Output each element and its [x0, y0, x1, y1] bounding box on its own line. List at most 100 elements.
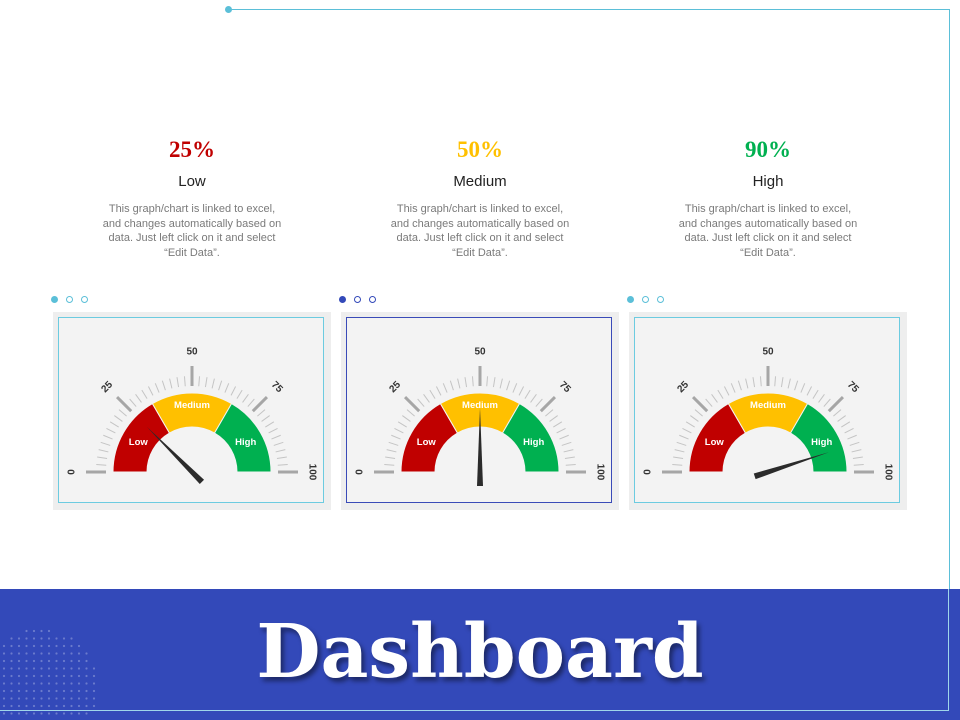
halftone-dot: [77, 674, 81, 678]
halftone-dot: [47, 704, 51, 708]
halftone-dot: [10, 712, 13, 715]
gauge-minor-tick: [561, 441, 572, 446]
halftone-dot: [77, 659, 81, 663]
gauge-minor-tick: [384, 463, 395, 466]
gauge-minor-tick: [730, 383, 736, 393]
pager-dot-empty: [657, 296, 664, 303]
gauge-minor-tick: [276, 456, 287, 460]
halftone-dot: [10, 667, 13, 670]
gauge-minor-tick: [752, 377, 756, 388]
gauge-minor-tick: [100, 441, 111, 446]
gauge-minor-tick: [417, 398, 425, 407]
pager-dot-empty: [642, 296, 649, 303]
banner-border: [0, 589, 949, 711]
halftone-dot: [25, 704, 28, 708]
gauge-minor-tick: [847, 434, 857, 440]
gauge-minor-tick: [812, 389, 819, 399]
pager-dots: [627, 296, 687, 306]
halftone-dot: [70, 689, 73, 693]
halftone-dot: [32, 667, 36, 670]
halftone-dot: [62, 697, 66, 700]
gauge-minor-tick: [852, 456, 863, 460]
halftone-dot: [10, 689, 13, 693]
gauge-minor-tick: [230, 386, 237, 396]
gauge-minor-tick: [98, 449, 109, 453]
gauge-minor-tick: [530, 394, 537, 403]
halftone-dot: [25, 667, 28, 670]
halftone-dot: [2, 652, 6, 655]
gauge-panel-medium[interactable]: Low Medium High 0 25 50 75 100: [341, 312, 619, 510]
halftone-dot: [70, 704, 73, 708]
halftone-dot: [17, 652, 21, 655]
gauge-minor-tick: [176, 377, 180, 388]
gauge-panel-low[interactable]: Low Medium High 0 25 50 75 100: [53, 312, 331, 510]
halftone-dot: [2, 674, 6, 678]
halftone-dot: [47, 689, 51, 693]
gauge-minor-tick: [385, 456, 396, 460]
halftone-dot: [2, 712, 6, 715]
halftone-dot: [25, 674, 28, 678]
halftone-dot: [85, 712, 88, 715]
gauge-band-label: Medium: [174, 400, 210, 411]
pager-dot-empty: [81, 296, 88, 303]
gauge-minor-tick: [224, 383, 230, 393]
gauge-minor-tick: [161, 380, 166, 391]
gauge-minor-tick: [268, 427, 278, 434]
gauge-minor-tick: [818, 394, 825, 403]
gauge-tick-label: 75: [845, 379, 861, 395]
pager-dot-filled: [627, 296, 634, 303]
gauge-minor-tick: [118, 409, 127, 417]
gauge-minor-tick: [435, 386, 442, 396]
halftone-dot: [47, 637, 51, 640]
gauge-minor-tick: [694, 409, 703, 417]
gauge-tick-label: 100: [882, 464, 893, 481]
halftone-dot: [62, 652, 66, 655]
gauge-panel-high[interactable]: Low Medium High 0 25 50 75 100: [629, 312, 907, 510]
gauge-minor-tick: [679, 434, 689, 440]
halftone-dot: [77, 689, 81, 693]
gauge-minor-tick: [563, 449, 574, 453]
halftone-dot: [25, 659, 28, 663]
halftone-dot: [62, 667, 66, 670]
gauge-summary-medium: 50% Medium This graph/chart is linked to…: [370, 136, 590, 260]
gauge-needle: [146, 426, 205, 485]
halftone-dot: [32, 674, 36, 678]
halftone-dot: [2, 697, 6, 700]
gauge-minor-tick: [682, 427, 692, 434]
halftone-dot: [85, 652, 88, 655]
pager-dots: [51, 296, 111, 306]
halftone-dot: [92, 674, 96, 678]
halftone-dot: [40, 667, 43, 670]
gauge-minor-tick: [745, 378, 749, 389]
gauge-major-tick: [827, 395, 845, 413]
gauge-band-label: Low: [705, 437, 725, 448]
halftone-dot: [25, 644, 28, 648]
gauge-minor-tick: [183, 376, 186, 387]
gauge-minor-tick: [218, 380, 223, 391]
halftone-decoration: [2, 629, 96, 715]
halftone-dot: [25, 697, 28, 700]
gauge-tick-label: 0: [643, 469, 654, 475]
halftone-dot: [40, 644, 43, 648]
gauge-minor-tick: [506, 380, 511, 391]
gauge-minor-tick: [204, 377, 208, 388]
gauge-tick-label: 25: [99, 379, 115, 395]
gauge-minor-tick: [524, 389, 531, 399]
gauge-minor-tick: [135, 394, 142, 403]
halftone-dot: [70, 659, 73, 663]
gauge-minor-tick: [794, 380, 799, 391]
page-title: Dashboard: [256, 609, 704, 695]
halftone-dot: [62, 689, 66, 693]
gauge-minor-tick: [841, 421, 851, 428]
halftone-dot: [55, 652, 58, 655]
gauge-minor-tick: [96, 463, 107, 466]
gauge-tick-label: 100: [594, 464, 605, 481]
gauge-minor-tick: [402, 415, 411, 422]
halftone-dot: [47, 667, 51, 670]
halftone-dot: [77, 652, 81, 655]
gauge-band-label: High: [811, 437, 832, 448]
halftone-dot: [55, 689, 58, 693]
halftone-dot: [2, 704, 6, 708]
gauge-minor-tick: [849, 441, 860, 446]
halftone-dot: [85, 674, 88, 678]
